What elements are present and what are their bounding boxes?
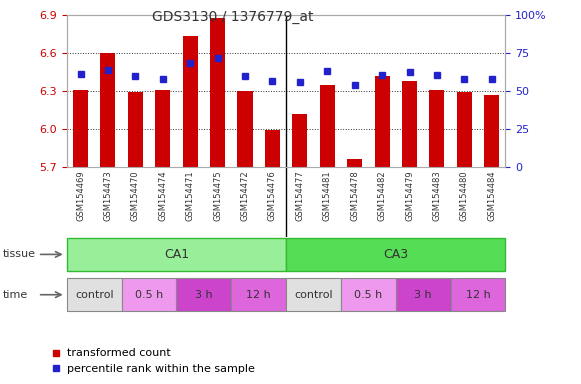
Text: GSM154469: GSM154469 xyxy=(76,170,85,221)
Bar xyxy=(457,93,472,167)
Bar xyxy=(402,81,417,167)
Text: time: time xyxy=(3,290,28,300)
Bar xyxy=(67,278,121,311)
Text: control: control xyxy=(75,290,113,300)
Bar xyxy=(341,278,396,311)
Text: 3 h: 3 h xyxy=(414,290,432,300)
Text: 0.5 h: 0.5 h xyxy=(135,290,163,300)
Bar xyxy=(238,91,253,167)
Text: GSM154471: GSM154471 xyxy=(186,170,195,221)
Text: GSM154480: GSM154480 xyxy=(460,170,469,221)
Text: GSM154479: GSM154479 xyxy=(405,170,414,221)
Text: CA3: CA3 xyxy=(383,248,408,261)
Text: GSM154478: GSM154478 xyxy=(350,170,359,221)
Bar xyxy=(429,90,444,167)
Text: 12 h: 12 h xyxy=(246,290,271,300)
Text: GSM154484: GSM154484 xyxy=(487,170,496,221)
Text: GSM154473: GSM154473 xyxy=(103,170,113,221)
Bar xyxy=(67,238,286,271)
Text: GSM154474: GSM154474 xyxy=(158,170,167,221)
Text: GDS3130 / 1376779_at: GDS3130 / 1376779_at xyxy=(152,10,313,23)
Bar xyxy=(121,278,177,311)
Bar xyxy=(375,76,390,167)
Text: GSM154477: GSM154477 xyxy=(295,170,304,221)
Text: 3 h: 3 h xyxy=(195,290,213,300)
Bar xyxy=(292,114,307,167)
Bar xyxy=(177,278,231,311)
Text: GSM154472: GSM154472 xyxy=(241,170,249,221)
Bar xyxy=(128,93,143,167)
Text: GSM154483: GSM154483 xyxy=(432,170,442,221)
Text: GSM154481: GSM154481 xyxy=(323,170,332,221)
Bar xyxy=(101,53,116,167)
Bar xyxy=(73,90,88,167)
Text: GSM154475: GSM154475 xyxy=(213,170,222,221)
Bar xyxy=(451,278,505,311)
Bar xyxy=(265,131,280,167)
Bar xyxy=(320,85,335,167)
Text: control: control xyxy=(294,290,333,300)
Text: tissue: tissue xyxy=(3,249,36,260)
Bar xyxy=(286,238,505,271)
Text: CA1: CA1 xyxy=(164,248,189,261)
Text: GSM154482: GSM154482 xyxy=(378,170,386,221)
Bar xyxy=(484,95,499,167)
Text: 0.5 h: 0.5 h xyxy=(354,290,382,300)
Bar xyxy=(155,90,170,167)
Bar xyxy=(396,278,451,311)
Text: GSM154476: GSM154476 xyxy=(268,170,277,221)
Bar xyxy=(286,278,341,311)
Bar xyxy=(210,18,225,167)
Legend: transformed count, percentile rank within the sample: transformed count, percentile rank withi… xyxy=(46,344,260,379)
Bar xyxy=(182,36,198,167)
Text: GSM154470: GSM154470 xyxy=(131,170,140,221)
Text: 12 h: 12 h xyxy=(466,290,490,300)
Bar xyxy=(231,278,286,311)
Bar xyxy=(347,159,362,167)
